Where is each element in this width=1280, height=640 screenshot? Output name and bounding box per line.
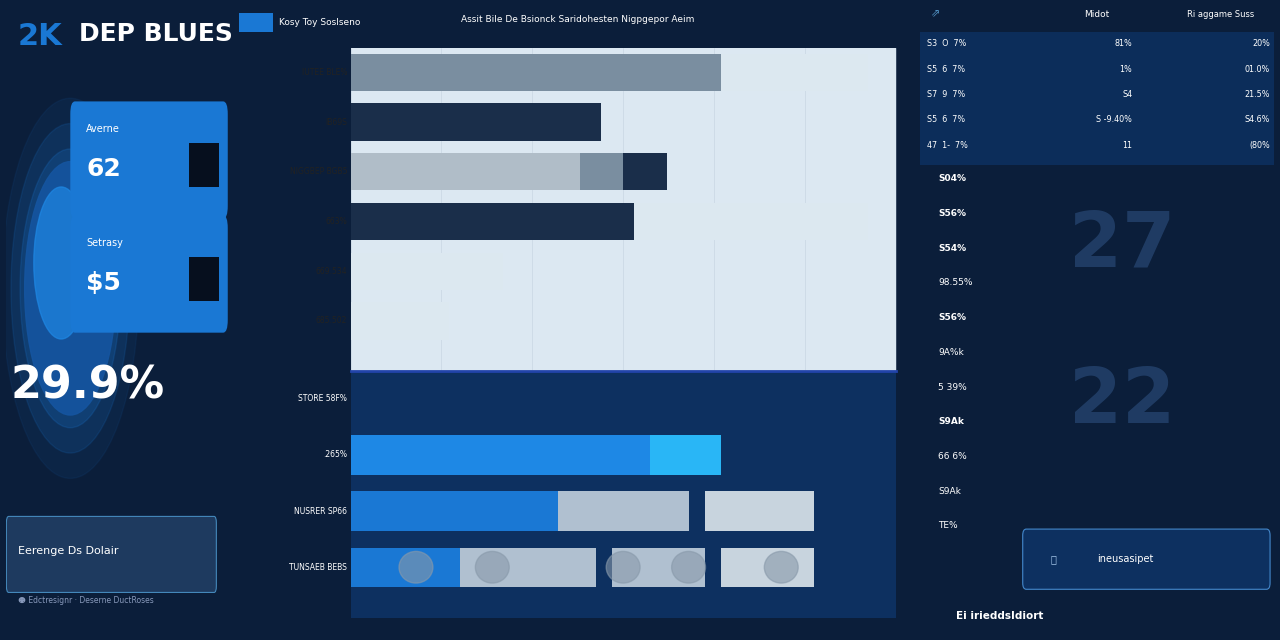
Text: S04%: S04% [938,174,966,183]
Text: 98.55%: 98.55% [938,278,973,287]
Bar [351,371,896,618]
Text: 66 6%: 66 6% [938,452,966,461]
Circle shape [24,162,116,415]
Text: ineusasipet: ineusasipet [1097,554,1153,564]
Bar [239,13,273,32]
Text: $5: $5 [86,271,122,294]
Text: S56%: S56% [938,313,966,322]
Text: 01.0%: 01.0% [1245,65,1270,74]
Circle shape [475,552,509,583]
FancyBboxPatch shape [70,101,228,219]
Text: Kosy Toy Soslseno: Kosy Toy Soslseno [279,18,361,27]
Text: IUTEE BLE%: IUTEE BLE% [302,68,347,77]
Text: 21.5%: 21.5% [1244,90,1270,99]
Text: 62: 62 [86,157,122,180]
Bar [351,54,868,91]
Circle shape [33,187,88,339]
Bar [351,153,667,191]
Text: 22: 22 [1069,365,1175,439]
Text: 5 39%: 5 39% [938,383,966,392]
Text: 11: 11 [1123,141,1133,150]
Text: S3  O  7%: S3 O 7% [927,39,966,48]
Text: 663%: 663% [325,217,347,226]
Bar [705,492,814,531]
Bar [351,203,868,240]
Text: S5  6  7%: S5 6 7% [927,115,965,124]
Text: 685.502: 685.502 [316,316,347,326]
Circle shape [607,552,640,583]
Text: S -9.40%: S -9.40% [1097,115,1133,124]
Circle shape [12,124,129,453]
Text: S5  6  7%: S5 6 7% [927,65,965,74]
Text: S54%: S54% [938,244,966,253]
Text: 29.9%: 29.9% [12,364,165,407]
FancyBboxPatch shape [6,516,216,593]
Text: S7  9  7%: S7 9 7% [927,90,965,99]
Bar [351,54,721,91]
Text: STORE 58F%: STORE 58F% [298,394,347,403]
Text: Midot: Midot [1084,10,1110,19]
Text: DEP BLUES: DEP BLUES [79,22,233,46]
Text: S4: S4 [1123,90,1133,99]
Bar [351,203,634,240]
Text: Ri aggame Suss: Ri aggame Suss [1187,10,1254,19]
Text: TUNSAEB BEBS: TUNSAEB BEBS [289,563,347,572]
Text: S9Ak: S9Ak [938,417,964,426]
Text: Averne: Averne [86,124,120,134]
Text: .265%: .265% [323,451,347,460]
Text: ⇗: ⇗ [931,10,941,20]
Text: S4.6%: S4.6% [1244,115,1270,124]
FancyBboxPatch shape [1023,529,1270,589]
Bar [351,153,580,191]
Circle shape [1,99,138,479]
Text: 669.534: 669.534 [316,267,347,276]
Text: 🔒: 🔒 [1051,554,1057,564]
Text: (80%: (80% [1249,141,1270,150]
Circle shape [764,552,799,583]
Bar [351,153,623,191]
Bar [351,47,896,371]
Bar [920,32,1274,164]
Text: 47  1-  7%: 47 1- 7% [927,141,968,150]
Text: Setrasy: Setrasy [86,237,123,248]
Text: 27: 27 [1069,209,1175,283]
Bar [351,253,503,290]
Bar [460,548,596,587]
Bar [351,435,650,475]
Text: 9A%k: 9A%k [938,348,964,357]
Text: 81%: 81% [1115,39,1133,48]
Bar [351,104,602,141]
Bar [189,143,219,187]
Text: Ei irieddsIdiort: Ei irieddsIdiort [956,611,1043,621]
Text: 20%: 20% [1252,39,1270,48]
Text: NIGGBEP BGB5: NIGGBEP BGB5 [289,167,347,177]
Text: S56%: S56% [938,209,966,218]
Bar [650,435,721,475]
Bar [189,257,219,301]
Bar [351,548,460,587]
Text: ☻ Edctresignr · Deserne DuctRoses: ☻ Edctresignr · Deserne DuctRoses [18,596,154,605]
Text: NUSRER SP66: NUSRER SP66 [294,507,347,516]
Circle shape [399,552,433,583]
Text: IB69S: IB69S [325,118,347,127]
Text: TE%: TE% [938,522,957,531]
Bar [351,492,558,531]
Text: Eerenge Ds Dolair: Eerenge Ds Dolair [18,547,118,556]
Bar [558,492,689,531]
FancyBboxPatch shape [70,216,228,333]
Bar [351,302,449,340]
Text: S9Ak: S9Ak [938,486,961,495]
Circle shape [20,149,120,428]
Text: 1%: 1% [1120,65,1133,74]
Circle shape [672,552,705,583]
Bar [612,548,705,587]
Bar [721,548,814,587]
Text: 2K: 2K [18,22,63,51]
Text: Assit Bile De Bsionck Saridohesten Nigpgepor Aeim: Assit Bile De Bsionck Saridohesten Nigpg… [461,15,694,24]
